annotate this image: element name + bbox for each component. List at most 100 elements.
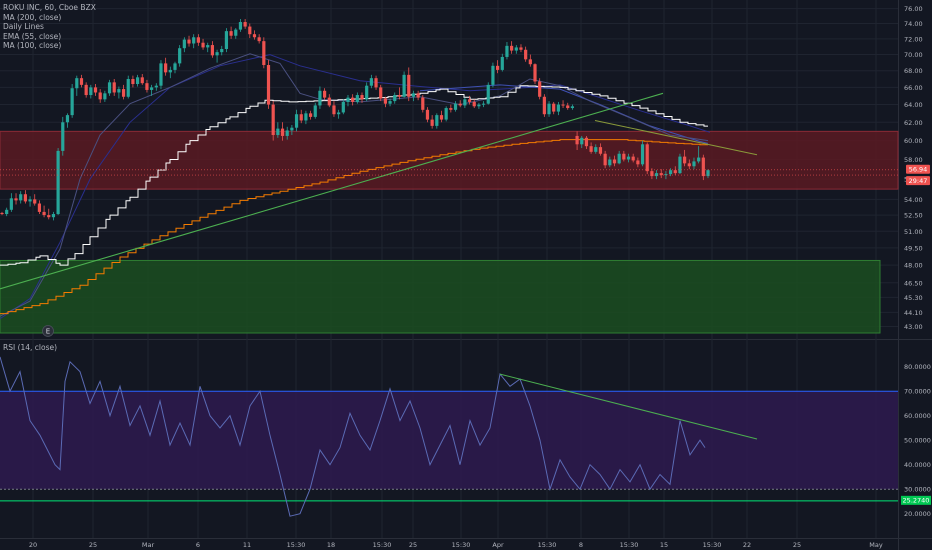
- candle-body: [505, 45, 509, 57]
- candle: [687, 159, 691, 170]
- time-tick-label: 25: [409, 541, 417, 549]
- legend-ema55[interactable]: EMA (55, close): [3, 31, 62, 41]
- candle: [486, 82, 490, 105]
- candle: [383, 96, 387, 108]
- candle-body: [668, 170, 673, 175]
- candle-body: [19, 194, 23, 201]
- rsi-tick-label: 40.0000: [904, 461, 931, 469]
- candle: [33, 194, 37, 206]
- candle: [542, 94, 546, 117]
- candle: [14, 193, 18, 205]
- candle-body: [346, 97, 350, 102]
- time-tick-label: 8: [579, 541, 583, 549]
- candle-body: [598, 147, 603, 154]
- candle: [75, 75, 79, 96]
- candle-body: [556, 104, 560, 112]
- candle-body: [430, 119, 434, 126]
- price-label-text: 56.94: [909, 166, 928, 174]
- candle-body: [234, 29, 238, 36]
- candle-body: [421, 97, 425, 110]
- main-legend: ROKU INC, 60, Cboe BZX MA (200, close) D…: [3, 3, 96, 51]
- candle-body: [299, 114, 303, 121]
- candle: [192, 34, 196, 49]
- candle-body: [538, 81, 542, 97]
- candle-body: [374, 78, 378, 88]
- legend-ma100[interactable]: MA (100, close): [3, 41, 62, 50]
- candle-body: [351, 97, 355, 102]
- time-tick-label: May: [869, 541, 883, 549]
- candle: [196, 34, 200, 46]
- candle-body: [467, 99, 472, 102]
- candle: [131, 75, 135, 88]
- candle-body: [9, 198, 13, 210]
- rsi-pane: 25.2740: [0, 356, 931, 517]
- candle-body: [103, 93, 107, 100]
- candle-body: [673, 170, 677, 174]
- candle-body: [140, 77, 144, 84]
- rsi-tick-label: 50.0000: [904, 437, 931, 445]
- candle: [388, 98, 392, 107]
- candle: [126, 75, 130, 99]
- candle: [294, 109, 299, 132]
- candle: [608, 156, 612, 168]
- candle-body: [294, 114, 299, 128]
- candle-body: [248, 26, 252, 35]
- candle-body: [496, 65, 500, 70]
- candle: [135, 74, 140, 87]
- candle-body: [664, 174, 668, 176]
- candle-body: [79, 78, 84, 85]
- candle-body: [238, 22, 243, 30]
- candle: [636, 157, 640, 168]
- candle-body: [224, 31, 229, 49]
- candle-body: [383, 98, 387, 104]
- candle-body: [687, 163, 691, 167]
- candle: [112, 78, 116, 96]
- candle-body: [145, 83, 149, 90]
- legend-ma200[interactable]: MA (200, close): [3, 12, 62, 22]
- candle: [631, 153, 635, 163]
- candle: [477, 102, 481, 109]
- candle: [121, 84, 126, 100]
- rsi-band: [0, 391, 898, 490]
- candle-body: [397, 95, 402, 97]
- rsi-legend[interactable]: RSI (14, close): [3, 343, 57, 353]
- candle: [351, 94, 355, 106]
- price-tick-label: 51.00: [904, 228, 923, 236]
- candle-body: [65, 115, 70, 123]
- candle: [594, 144, 598, 154]
- time-tick-label: 15:30: [452, 541, 471, 549]
- candle: [178, 45, 182, 67]
- candle: [528, 54, 532, 67]
- candle: [697, 146, 701, 164]
- candle-body: [337, 112, 341, 115]
- price-tick-label: 58.00: [904, 156, 923, 164]
- earnings-marker[interactable]: E: [42, 325, 54, 337]
- candle: [5, 207, 9, 217]
- candle: [182, 37, 186, 53]
- candle-body: [481, 103, 486, 105]
- candle-body: [14, 198, 18, 201]
- candle-body: [622, 153, 626, 160]
- candle: [266, 60, 271, 109]
- candle: [93, 84, 98, 96]
- price-tick-label: 66.00: [904, 84, 923, 92]
- candle: [98, 89, 102, 103]
- candle: [224, 28, 229, 53]
- candle: [19, 191, 23, 204]
- zone-resistance: [0, 130, 899, 190]
- candle: [556, 101, 560, 116]
- candle-body: [206, 45, 210, 48]
- candle: [449, 104, 453, 113]
- candle: [117, 86, 121, 99]
- candle: [313, 102, 317, 119]
- candle: [201, 38, 205, 50]
- candle: [23, 190, 27, 204]
- price-tick-label: 52.50: [904, 212, 923, 220]
- candle: [514, 45, 518, 54]
- legend-daily-lines[interactable]: Daily Lines: [3, 22, 44, 31]
- candle: [164, 57, 168, 76]
- candle-body: [201, 42, 205, 48]
- candle: [444, 106, 448, 122]
- candle-body: [112, 82, 116, 93]
- candle-body: [304, 113, 308, 121]
